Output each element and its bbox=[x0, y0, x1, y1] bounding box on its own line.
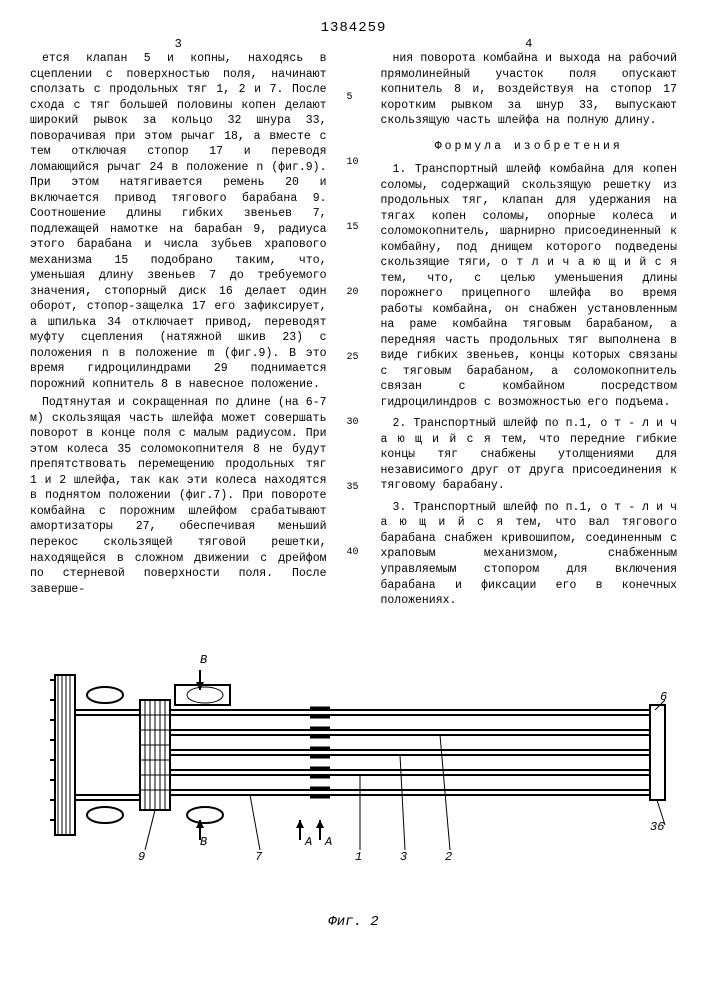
claim-text: Транспортный шлейф по п.1, о т - л и ч а… bbox=[381, 417, 678, 492]
line-marker: 5 bbox=[347, 91, 353, 105]
claim-num: 3. bbox=[393, 501, 407, 514]
line-marker: 20 bbox=[347, 286, 359, 300]
formula-title: Формула изобретения bbox=[381, 139, 678, 155]
ref-9: 9 bbox=[138, 850, 145, 864]
figure-2: 9 7 1 3 2 6 36 A A B B Фиг. 2 bbox=[30, 635, 677, 935]
left-column: 3 ется клапан 5 и копны, находясь в сцеп… bbox=[30, 51, 327, 615]
line-marker: 35 bbox=[347, 481, 359, 495]
line-marker: 25 bbox=[347, 351, 359, 365]
right-top-para: ния поворота комбайна и выхода на рабочи… bbox=[381, 51, 678, 129]
document-number: 1384259 bbox=[30, 20, 677, 36]
line-number-gutter: 5 10 15 20 25 30 35 40 bbox=[347, 51, 361, 615]
line-marker: 40 bbox=[347, 546, 359, 560]
line-marker: 30 bbox=[347, 416, 359, 430]
ref-B2: B bbox=[200, 835, 207, 849]
ref-36: 36 bbox=[650, 820, 664, 834]
text-columns: 3 ется клапан 5 и копны, находясь в сцеп… bbox=[30, 51, 677, 615]
ref-A2: A bbox=[325, 835, 332, 849]
ref-6: 6 bbox=[660, 690, 667, 704]
ref-3: 3 bbox=[400, 850, 407, 864]
claim-3: 3. Транспортный шлейф по п.1, о т - л и … bbox=[381, 500, 678, 609]
claim-2: 2. Транспортный шлейф по п.1, о т - л и … bbox=[381, 416, 678, 494]
ref-B1: B bbox=[200, 653, 207, 667]
claim-text: Транспортный шлейф комбайна для копен со… bbox=[381, 163, 678, 409]
ref-1: 1 bbox=[355, 850, 362, 864]
ref-A1: A bbox=[305, 835, 312, 849]
line-marker: 15 bbox=[347, 221, 359, 235]
column-number-left: 3 bbox=[175, 36, 182, 52]
ref-2: 2 bbox=[445, 850, 452, 864]
claim-num: 1. bbox=[393, 163, 407, 176]
line-marker: 10 bbox=[347, 156, 359, 170]
claim-num: 2. bbox=[393, 417, 407, 430]
figure-label: Фиг. 2 bbox=[328, 914, 378, 930]
claim-1: 1. Транспортный шлейф комбайна для копен… bbox=[381, 162, 678, 410]
left-para-2: Подтянутая и сокращенная по длине (на 6-… bbox=[30, 395, 327, 597]
document-page: 1384259 3 ется клапан 5 и копны, находяс… bbox=[0, 0, 707, 955]
claim-text: Транспортный шлейф по п.1, о т - л и ч а… bbox=[381, 501, 678, 607]
column-number-right: 4 bbox=[525, 36, 532, 52]
left-para-1: ется клапан 5 и копны, находясь в сцепле… bbox=[30, 51, 327, 392]
ref-7: 7 bbox=[255, 850, 262, 864]
right-column: 4 ния поворота комбайна и выхода на рабо… bbox=[381, 51, 678, 615]
